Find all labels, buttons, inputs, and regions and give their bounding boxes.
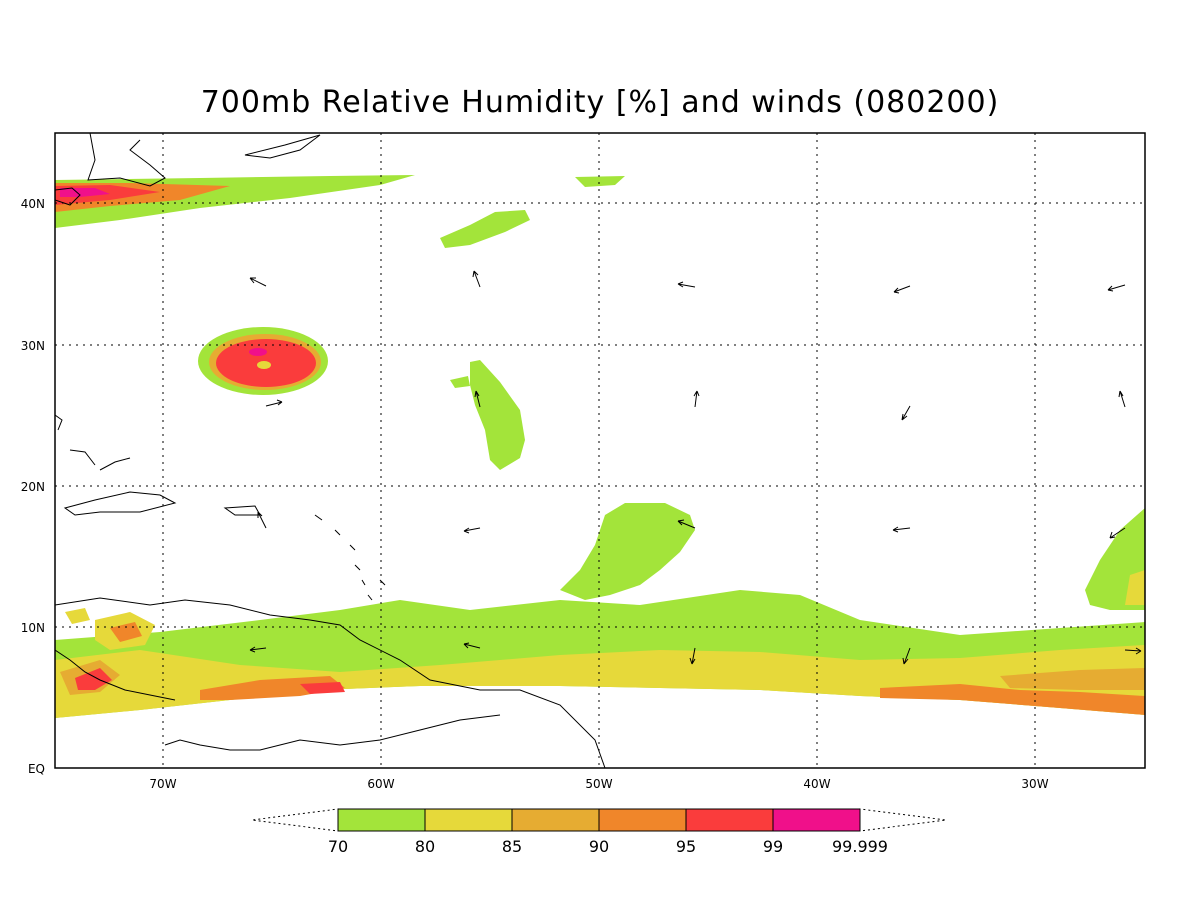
wind-arrow: [693, 390, 700, 408]
wind-arrow: [472, 270, 481, 288]
rh-itcz-orange-east: [880, 684, 1145, 715]
map-frame: [54, 132, 1146, 769]
rh-patch-1: [440, 210, 530, 248]
lon-tick-label: 60W: [367, 777, 394, 791]
wind-arrow: [1109, 527, 1126, 539]
wind-arrow: [892, 526, 911, 533]
coast-lesser-antilles: [314, 514, 386, 601]
colorbar-label: 99: [763, 837, 783, 856]
coast-newfoundland: [244, 134, 321, 159]
colorbar-label: 95: [676, 837, 696, 856]
wind-arrow: [901, 405, 911, 421]
wind-arrow: [257, 511, 267, 529]
lon-tick-labels: 70W 60W 50W 40W 30W: [149, 777, 1048, 791]
lon-tick-label: 50W: [585, 777, 612, 791]
colorbar-swatch: [511, 808, 600, 832]
colorbar-right-extension: [859, 808, 947, 832]
colorbar-label: 70: [328, 837, 348, 856]
wind-arrow: [1107, 284, 1126, 292]
rh-cyclone-eye: [257, 361, 271, 369]
rh-east-blob-core: [1125, 570, 1145, 605]
wind-arrow: [902, 647, 911, 665]
colorbar-label: 85: [502, 837, 522, 856]
colorbar: [251, 808, 947, 832]
coast-north-america: [55, 133, 166, 206]
map-title: 700mb Relative Humidity [%] and winds (0…: [201, 85, 1000, 120]
lat-tick-label: 20N: [21, 480, 45, 494]
wind-vectors: [249, 270, 1142, 665]
rh-itcz-orange-mid: [200, 676, 345, 700]
wind-arrow: [474, 390, 481, 408]
wind-arrow: [1118, 390, 1126, 408]
wind-arrow: [893, 285, 911, 294]
lon-tick-label: 30W: [1021, 777, 1048, 791]
wind-arrow: [249, 646, 267, 653]
rh-itcz-red-mid: [300, 682, 345, 694]
colorbar-label: 80: [415, 837, 435, 856]
wind-arrow: [463, 527, 481, 534]
rh-central-blob: [560, 503, 695, 600]
lat-tick-label: 10N: [21, 621, 45, 635]
rh-patch-2: [575, 176, 625, 187]
wind-arrow: [689, 647, 696, 665]
rh-band-north-max: [60, 188, 110, 197]
lat-tick-labels: EQ 10N 20N 30N 40N: [21, 197, 45, 776]
lon-tick-label: 40W: [803, 777, 830, 791]
colorbar-label: 90: [589, 837, 609, 856]
coastlines: [55, 133, 606, 768]
wind-arrow: [677, 519, 696, 529]
wind-arrow: [249, 277, 267, 287]
lat-tick-label: 40N: [21, 197, 45, 211]
rh-patch-3: [470, 360, 525, 470]
coast-south-america: [55, 597, 606, 768]
wind-arrow: [1124, 647, 1142, 655]
wind-arrow: [677, 281, 696, 288]
rh-itcz-yellow: [55, 645, 1145, 718]
colorbar-label: 99.999: [832, 837, 888, 856]
colorbar-swatch: [337, 808, 426, 832]
colorbar-labels: 70 80 85 90 95 99 99.999: [328, 837, 888, 856]
lat-tick-label: 30N: [21, 339, 45, 353]
colorbar-swatches: [337, 808, 861, 832]
rh-itcz-orange-east-2: [1000, 668, 1145, 690]
colorbar-swatch: [598, 808, 687, 832]
rh-small-patch-west: [65, 608, 90, 624]
colorbar-left-extension: [251, 808, 339, 832]
rh-cyclone-peak: [249, 348, 267, 356]
coast-central-america: [55, 649, 176, 701]
colorbar-swatch: [424, 808, 513, 832]
lat-tick-label: EQ: [28, 762, 45, 776]
rh-patch-4: [450, 376, 470, 388]
rh-itcz-red-west: [75, 668, 112, 690]
wind-arrow: [265, 399, 283, 407]
humidity-field: [55, 175, 1145, 718]
map-grid: [55, 133, 1145, 768]
coast-florida-bahamas: [55, 414, 131, 471]
wind-arrow: [463, 642, 481, 649]
colorbar-swatch: [772, 808, 861, 832]
lon-tick-label: 70W: [149, 777, 176, 791]
colorbar-swatch: [685, 808, 774, 832]
